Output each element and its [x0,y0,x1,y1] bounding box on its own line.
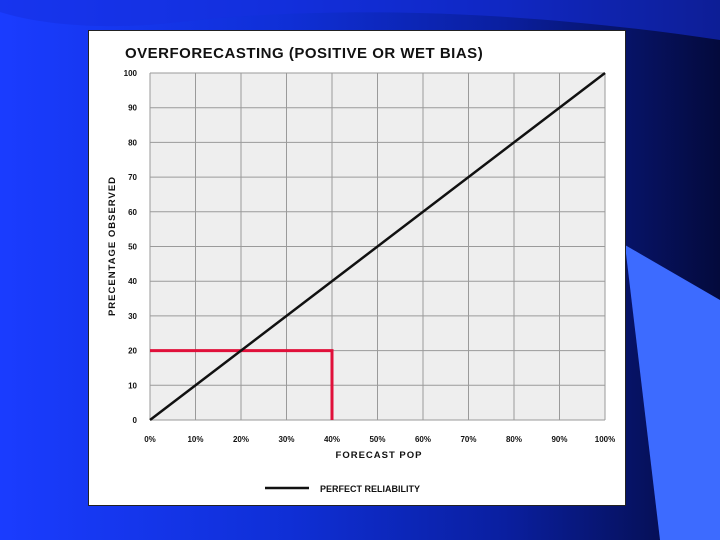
chart-title: OVERFORECASTING (POSITIVE OR WET BIAS) [125,45,483,62]
x-tick-label: 10% [187,435,203,444]
grid-lines [149,72,606,421]
series-layer [149,72,606,421]
x-tick-label: 100% [595,435,615,444]
x-tick-label: 90% [551,435,567,444]
y-tick-label: 70 [128,173,137,182]
x-tick-label: 30% [278,435,294,444]
legend: PERFECT RELIABILITY [265,484,420,494]
y-tick-label: 80 [128,138,137,147]
background-swoosh-top [0,0,720,40]
y-tick-label: 20 [128,347,137,356]
legend-label: PERFECT RELIABILITY [320,484,420,494]
y-tick-label: 30 [128,312,137,321]
x-tick-label: 0% [144,435,156,444]
x-tick-label: 50% [369,435,385,444]
x-axis-label: FORECAST POP [336,450,423,461]
highlight-path [150,349,334,420]
series-line-perfect-reliability [149,72,606,421]
y-axis-label: PRECENTAGE OBSERVED [107,176,118,316]
chart-panel: OVERFORECASTING (POSITIVE OR WET BIAS) 0… [88,30,626,506]
x-tick-label: 70% [460,435,476,444]
reliability-chart: OVERFORECASTING (POSITIVE OR WET BIAS) 0… [107,45,615,494]
y-tick-labels: 0 10 20 30 40 50 60 70 80 90 100 [124,69,138,425]
y-tick-label: 0 [133,416,138,425]
y-tick-label: 50 [128,243,137,252]
x-tick-label: 20% [233,435,249,444]
x-tick-label: 60% [415,435,431,444]
y-tick-label: 60 [128,208,137,217]
y-tick-label: 40 [128,277,137,286]
y-tick-label: 90 [128,104,137,113]
x-tick-labels: 0% 10% 20% 30% 40% 50% 60% 70% 80% 90% 100% [144,435,615,444]
y-tick-label: 100 [124,69,138,78]
x-tick-label: 80% [506,435,522,444]
x-tick-label: 40% [324,435,340,444]
y-tick-label: 10 [128,381,137,390]
background-accent-shape [625,245,720,540]
